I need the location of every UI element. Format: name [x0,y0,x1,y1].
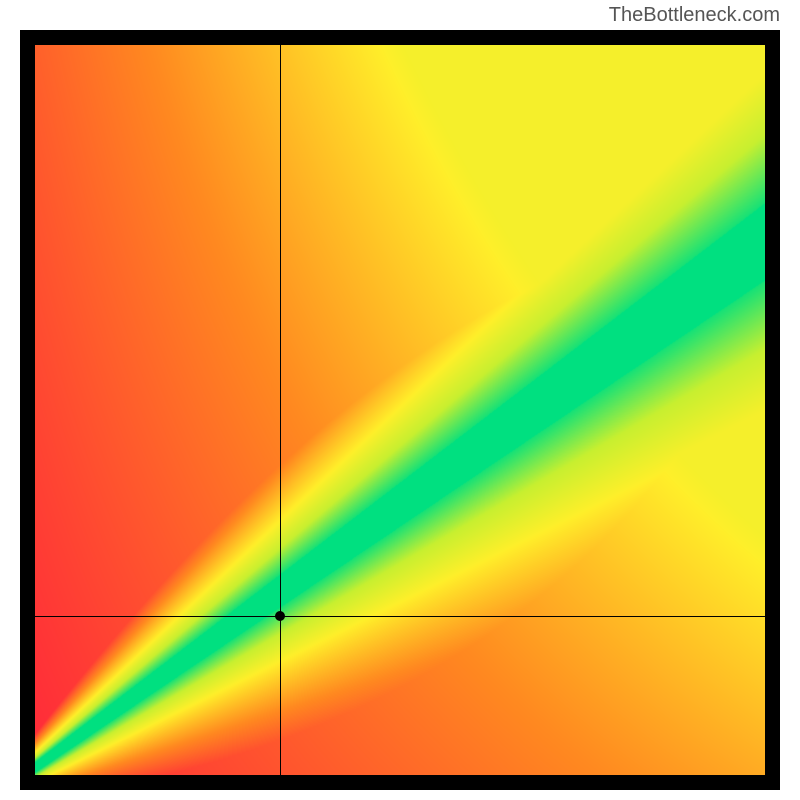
crosshair-vertical [280,45,281,775]
crosshair-horizontal [35,616,765,617]
chart-container: TheBottleneck.com [0,0,800,800]
data-point-marker [275,611,285,621]
plot-border [20,30,780,790]
watermark-text: TheBottleneck.com [609,4,780,27]
heatmap-canvas [35,45,765,775]
